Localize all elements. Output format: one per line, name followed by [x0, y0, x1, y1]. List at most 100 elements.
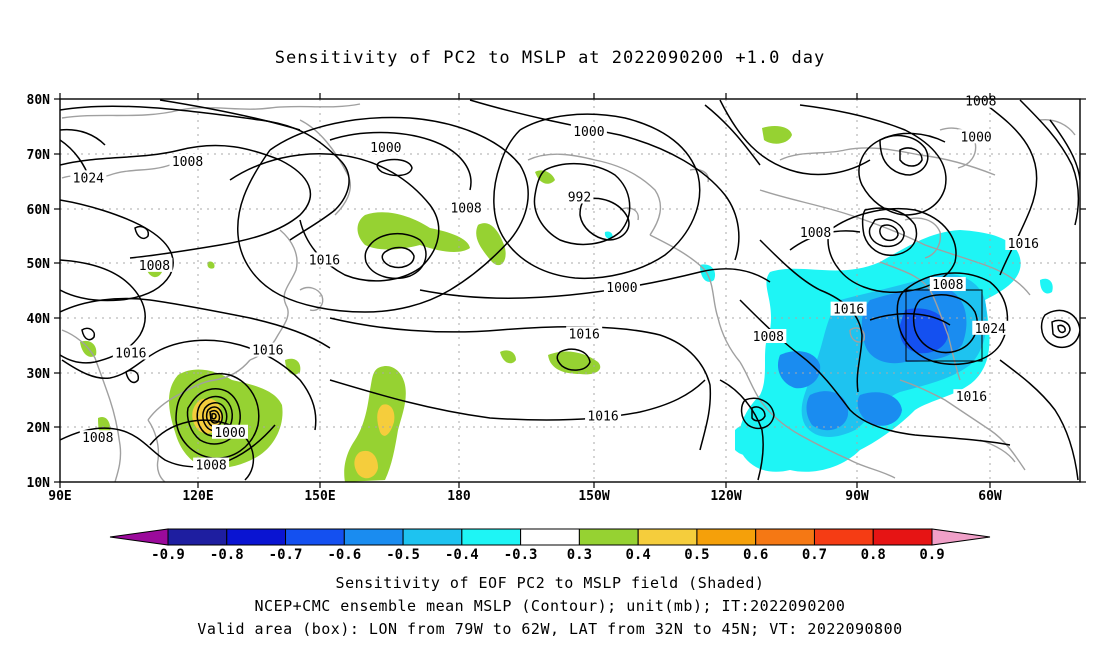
- contour-label-bg: [585, 408, 622, 423]
- colorbar-label: 0.4: [626, 547, 651, 563]
- map-frame: [59, 98, 1081, 483]
- contour-label-bg: [136, 257, 173, 272]
- colorbar-label: -0.7: [269, 547, 303, 563]
- contour-label: 1008: [932, 278, 963, 293]
- contour-label-bg: [70, 170, 107, 185]
- lat-tick-label: 70N: [27, 148, 51, 163]
- colorbar-label: 0.7: [802, 547, 827, 563]
- lon-tick-label: 90E: [48, 489, 71, 504]
- contour-label-bg: [448, 200, 485, 215]
- lat-tick-label: 30N: [27, 367, 51, 382]
- colorbar-label: -0.8: [210, 547, 244, 563]
- colorbar-cell: [402, 528, 463, 546]
- lon-tick-label: 180: [447, 489, 471, 504]
- colorbar-label: -0.4: [445, 547, 479, 563]
- contour-label: 1000: [606, 281, 637, 296]
- colorbar-label: -0.9: [151, 547, 185, 563]
- contour-label: 1016: [115, 346, 146, 361]
- negative-sensitivity-shading: [604, 230, 1053, 472]
- caption-shaded: Sensitivity of EOF PC2 to MSLP field (Sh…: [335, 574, 765, 592]
- contour-label: 1008: [450, 201, 481, 216]
- contour-label-bg: [565, 189, 594, 204]
- lat-axis: 80N 70N 60N 50N 40N 30N 20N 10N: [27, 93, 1086, 491]
- colorbar-label: -0.3: [504, 547, 538, 563]
- contour-label-bg: [212, 424, 248, 439]
- lat-tick-label: 10N: [27, 476, 51, 491]
- lon-tick-label: 120E: [182, 489, 213, 504]
- colorbar-cell: [520, 528, 580, 546]
- contour-labels: 1008 1000 1000 1000 1008 1024 992 1008 1008 1016 1…: [70, 93, 1042, 474]
- contour-label: 1024: [73, 171, 104, 186]
- contour-label: 1016: [252, 344, 283, 359]
- colorbar-label: 0.8: [861, 547, 886, 563]
- colorbar: -0.9 -0.8 -0.7 -0.6 -0.5 -0.4 -0.3 0.3 0.4 0.5 0.6…: [109, 528, 991, 563]
- contour-label: 1016: [956, 390, 987, 405]
- lat-tick-label: 20N: [27, 421, 51, 436]
- contour-label-bg: [972, 320, 1009, 335]
- contour-label: 1016: [1008, 237, 1039, 252]
- contour-label-bg: [79, 430, 116, 445]
- colorbar-label: -0.5: [386, 547, 420, 563]
- colorbar-cell: [461, 528, 522, 546]
- contour-label: 1000: [370, 141, 401, 156]
- colorbar-label: 0.3: [567, 547, 592, 563]
- contour-label-bg: [306, 252, 343, 267]
- contour-label-bg: [750, 329, 787, 344]
- colorbar-cell: [285, 528, 345, 546]
- colorbar-cell: [343, 528, 404, 546]
- colorbar-cell: [872, 528, 933, 546]
- contour-label: 1008: [753, 330, 784, 345]
- map-content: [60, 99, 1080, 482]
- lon-tick-label: 150W: [578, 489, 609, 504]
- contour-label: 992: [568, 190, 591, 205]
- contour-label-bg: [958, 129, 995, 144]
- lat-tick-label: 80N: [27, 93, 51, 108]
- lon-axis: 90E 120E 150E 180 150W 120W 90W 60W: [48, 93, 1002, 504]
- contour-label-bg: [112, 345, 149, 360]
- colorbar-cell: [813, 528, 874, 546]
- colorbar-min-triangle: [109, 528, 169, 546]
- contour-label: 1016: [569, 327, 600, 342]
- colorbar-cell: [226, 528, 287, 546]
- colorbar-label: 0.5: [684, 547, 709, 563]
- contour-label: 1008: [139, 259, 170, 274]
- contour-label: 1024: [975, 322, 1006, 337]
- contour-label-bg: [367, 140, 404, 155]
- colorbar-cell: [696, 528, 757, 546]
- colorbar-label: -0.6: [327, 547, 361, 563]
- contour-label: 1008: [965, 95, 996, 110]
- colorbar-cell: [578, 528, 639, 546]
- contour-label-bg: [249, 342, 286, 357]
- caption-valid-area: Valid area (box): LON from 79W to 62W, L…: [197, 620, 903, 638]
- contour-label-bg: [797, 225, 834, 240]
- contour-label-bg: [603, 279, 640, 294]
- contour-label-bg: [929, 277, 966, 292]
- contour-label: 1000: [214, 426, 245, 441]
- contour-label-bg: [830, 301, 867, 316]
- contour-label-bg: [1005, 235, 1042, 250]
- positive-sensitivity-shading: [80, 126, 792, 482]
- lon-tick-label: 60W: [978, 489, 1002, 504]
- lon-tick-label: 120W: [710, 489, 741, 504]
- colorbar-cell: [755, 528, 815, 546]
- contour-label: 1016: [833, 303, 864, 318]
- colorbar-label: 0.6: [743, 547, 768, 563]
- colorbar-cell: [637, 528, 698, 546]
- contour-label: 1008: [82, 431, 113, 446]
- colorbar-cell: [167, 528, 228, 546]
- contour-label-bg: [193, 457, 230, 472]
- contour-label: 1016: [587, 409, 618, 424]
- contour-label: 1000: [573, 125, 604, 140]
- lon-tick-label: 150E: [304, 489, 335, 504]
- lat-tick-label: 50N: [27, 257, 51, 272]
- lat-tick-label: 40N: [27, 312, 51, 327]
- contour-label-bg: [570, 123, 607, 138]
- colorbar-label: 0.9: [919, 547, 944, 563]
- contour-label-bg: [566, 326, 603, 341]
- chart-title: Sensitivity of PC2 to MSLP at 2022090200…: [274, 48, 826, 68]
- caption-contour: NCEP+CMC ensemble mean MSLP (Contour); u…: [254, 597, 846, 615]
- colorbar-max-triangle: [931, 528, 991, 546]
- contour-label-bg: [953, 389, 990, 404]
- contour-label: 1000: [960, 130, 991, 145]
- lon-tick-label: 90W: [845, 489, 869, 504]
